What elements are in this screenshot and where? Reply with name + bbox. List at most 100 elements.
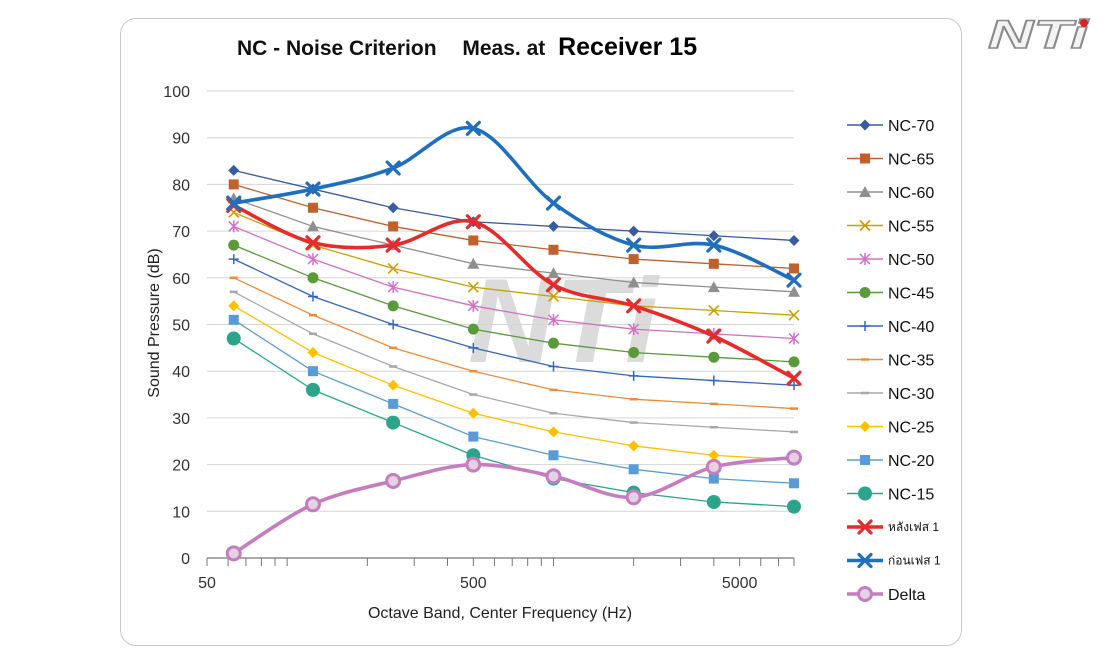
series-line <box>233 211 795 316</box>
data-point <box>547 220 559 232</box>
data-point <box>708 304 720 317</box>
data-point <box>860 321 870 331</box>
x-axis-title: Octave Band, Center Frequency (Hz) <box>368 605 632 622</box>
data-point <box>706 237 722 253</box>
data-point <box>228 314 239 325</box>
x-tick-label: 5000 <box>722 575 758 592</box>
y-tick-label: 60 <box>172 271 190 288</box>
series-15 <box>225 449 802 562</box>
data-point <box>628 347 640 359</box>
series-line <box>233 244 795 363</box>
series-5 <box>228 220 800 345</box>
legend-item: หลังเฟส 1 <box>847 519 939 535</box>
series-8 <box>229 276 798 410</box>
series-line <box>233 258 795 386</box>
data-point <box>786 272 802 288</box>
data-point <box>387 300 399 312</box>
legend-item: NC-65 <box>847 152 934 169</box>
legend-item: NC-40 <box>847 319 934 336</box>
data-point <box>548 244 559 255</box>
data-point <box>789 380 799 391</box>
series-line <box>233 291 795 433</box>
series-line <box>233 125 795 282</box>
chart-title-main: NC - Noise Criterion <box>237 37 437 60</box>
legend-label: NC-65 <box>888 152 934 169</box>
data-point <box>706 494 721 509</box>
data-point <box>305 235 321 251</box>
series-11 <box>228 314 799 489</box>
x-tick-label: 50 <box>198 575 216 592</box>
data-point <box>468 342 479 353</box>
data-point <box>468 235 479 246</box>
legend-label: NC-35 <box>888 353 934 370</box>
legend-label: NC-70 <box>888 118 934 135</box>
data-point <box>859 253 871 265</box>
data-point <box>388 221 399 232</box>
data-point <box>788 332 800 345</box>
data-point <box>548 361 559 372</box>
y-tick-label: 0 <box>181 551 190 568</box>
data-point <box>788 234 800 246</box>
series-9 <box>229 290 798 434</box>
data-point <box>857 519 873 535</box>
data-point <box>387 379 399 391</box>
y-tick-label: 40 <box>172 364 190 381</box>
data-point <box>228 179 239 190</box>
data-point <box>307 347 319 359</box>
data-point <box>708 351 720 363</box>
legend-label: NC-30 <box>888 386 934 403</box>
series-14 <box>226 120 802 288</box>
data-point <box>706 328 722 344</box>
data-point <box>707 281 720 293</box>
data-point <box>859 421 871 432</box>
legend-item: NC-60 <box>847 185 934 202</box>
data-point <box>708 375 719 386</box>
data-point <box>388 398 399 409</box>
data-point <box>228 220 240 233</box>
data-point <box>547 426 559 438</box>
data-point <box>387 281 399 294</box>
data-point <box>228 239 240 251</box>
series-line <box>233 169 795 242</box>
data-point <box>859 119 871 131</box>
data-point <box>307 272 319 284</box>
data-point <box>547 313 560 326</box>
chart-legend: NC-70 NC-65 NC-60 NC-55 NC-50 NC-45 NC-40 NC-35… <box>847 118 941 604</box>
legend-item: ก่อนเฟส 1 <box>847 552 941 569</box>
legend-item: NC-25 <box>847 420 934 437</box>
chart-title: NC - Noise Criterion Meas. at Receiver 1… <box>237 33 697 61</box>
data-point <box>386 415 401 430</box>
legend-item: NC-15 <box>847 486 934 504</box>
data-point <box>305 382 320 397</box>
data-point <box>228 300 240 312</box>
logo-text: NTi <box>988 14 1089 54</box>
data-point <box>547 267 560 279</box>
series-line <box>233 319 795 484</box>
data-point <box>628 370 639 381</box>
data-point <box>307 202 318 213</box>
legend-item: NC-20 <box>847 453 934 470</box>
data-point <box>859 287 871 298</box>
series-13 <box>226 197 802 386</box>
data-point <box>545 195 562 211</box>
y-tick-label: 80 <box>172 177 190 194</box>
data-point <box>860 455 870 465</box>
data-point <box>307 366 318 377</box>
data-point <box>465 456 482 473</box>
data-point <box>467 281 479 293</box>
data-point <box>708 449 720 461</box>
legend-item: NC-55 <box>847 219 934 236</box>
legend-label: NC-25 <box>888 420 934 437</box>
nti-logo: NTi <box>987 14 1090 54</box>
chart-title-prefix: Meas. at <box>462 37 545 60</box>
data-point <box>547 290 560 303</box>
y-tick-label: 30 <box>172 411 190 428</box>
data-point <box>857 586 873 602</box>
legend-label: ก่อนเฟส 1 <box>888 554 941 568</box>
data-point <box>545 277 562 293</box>
data-point <box>628 440 640 452</box>
data-point <box>857 552 873 569</box>
y-tick-label: 90 <box>172 131 190 148</box>
y-tick-label: 10 <box>172 504 190 521</box>
